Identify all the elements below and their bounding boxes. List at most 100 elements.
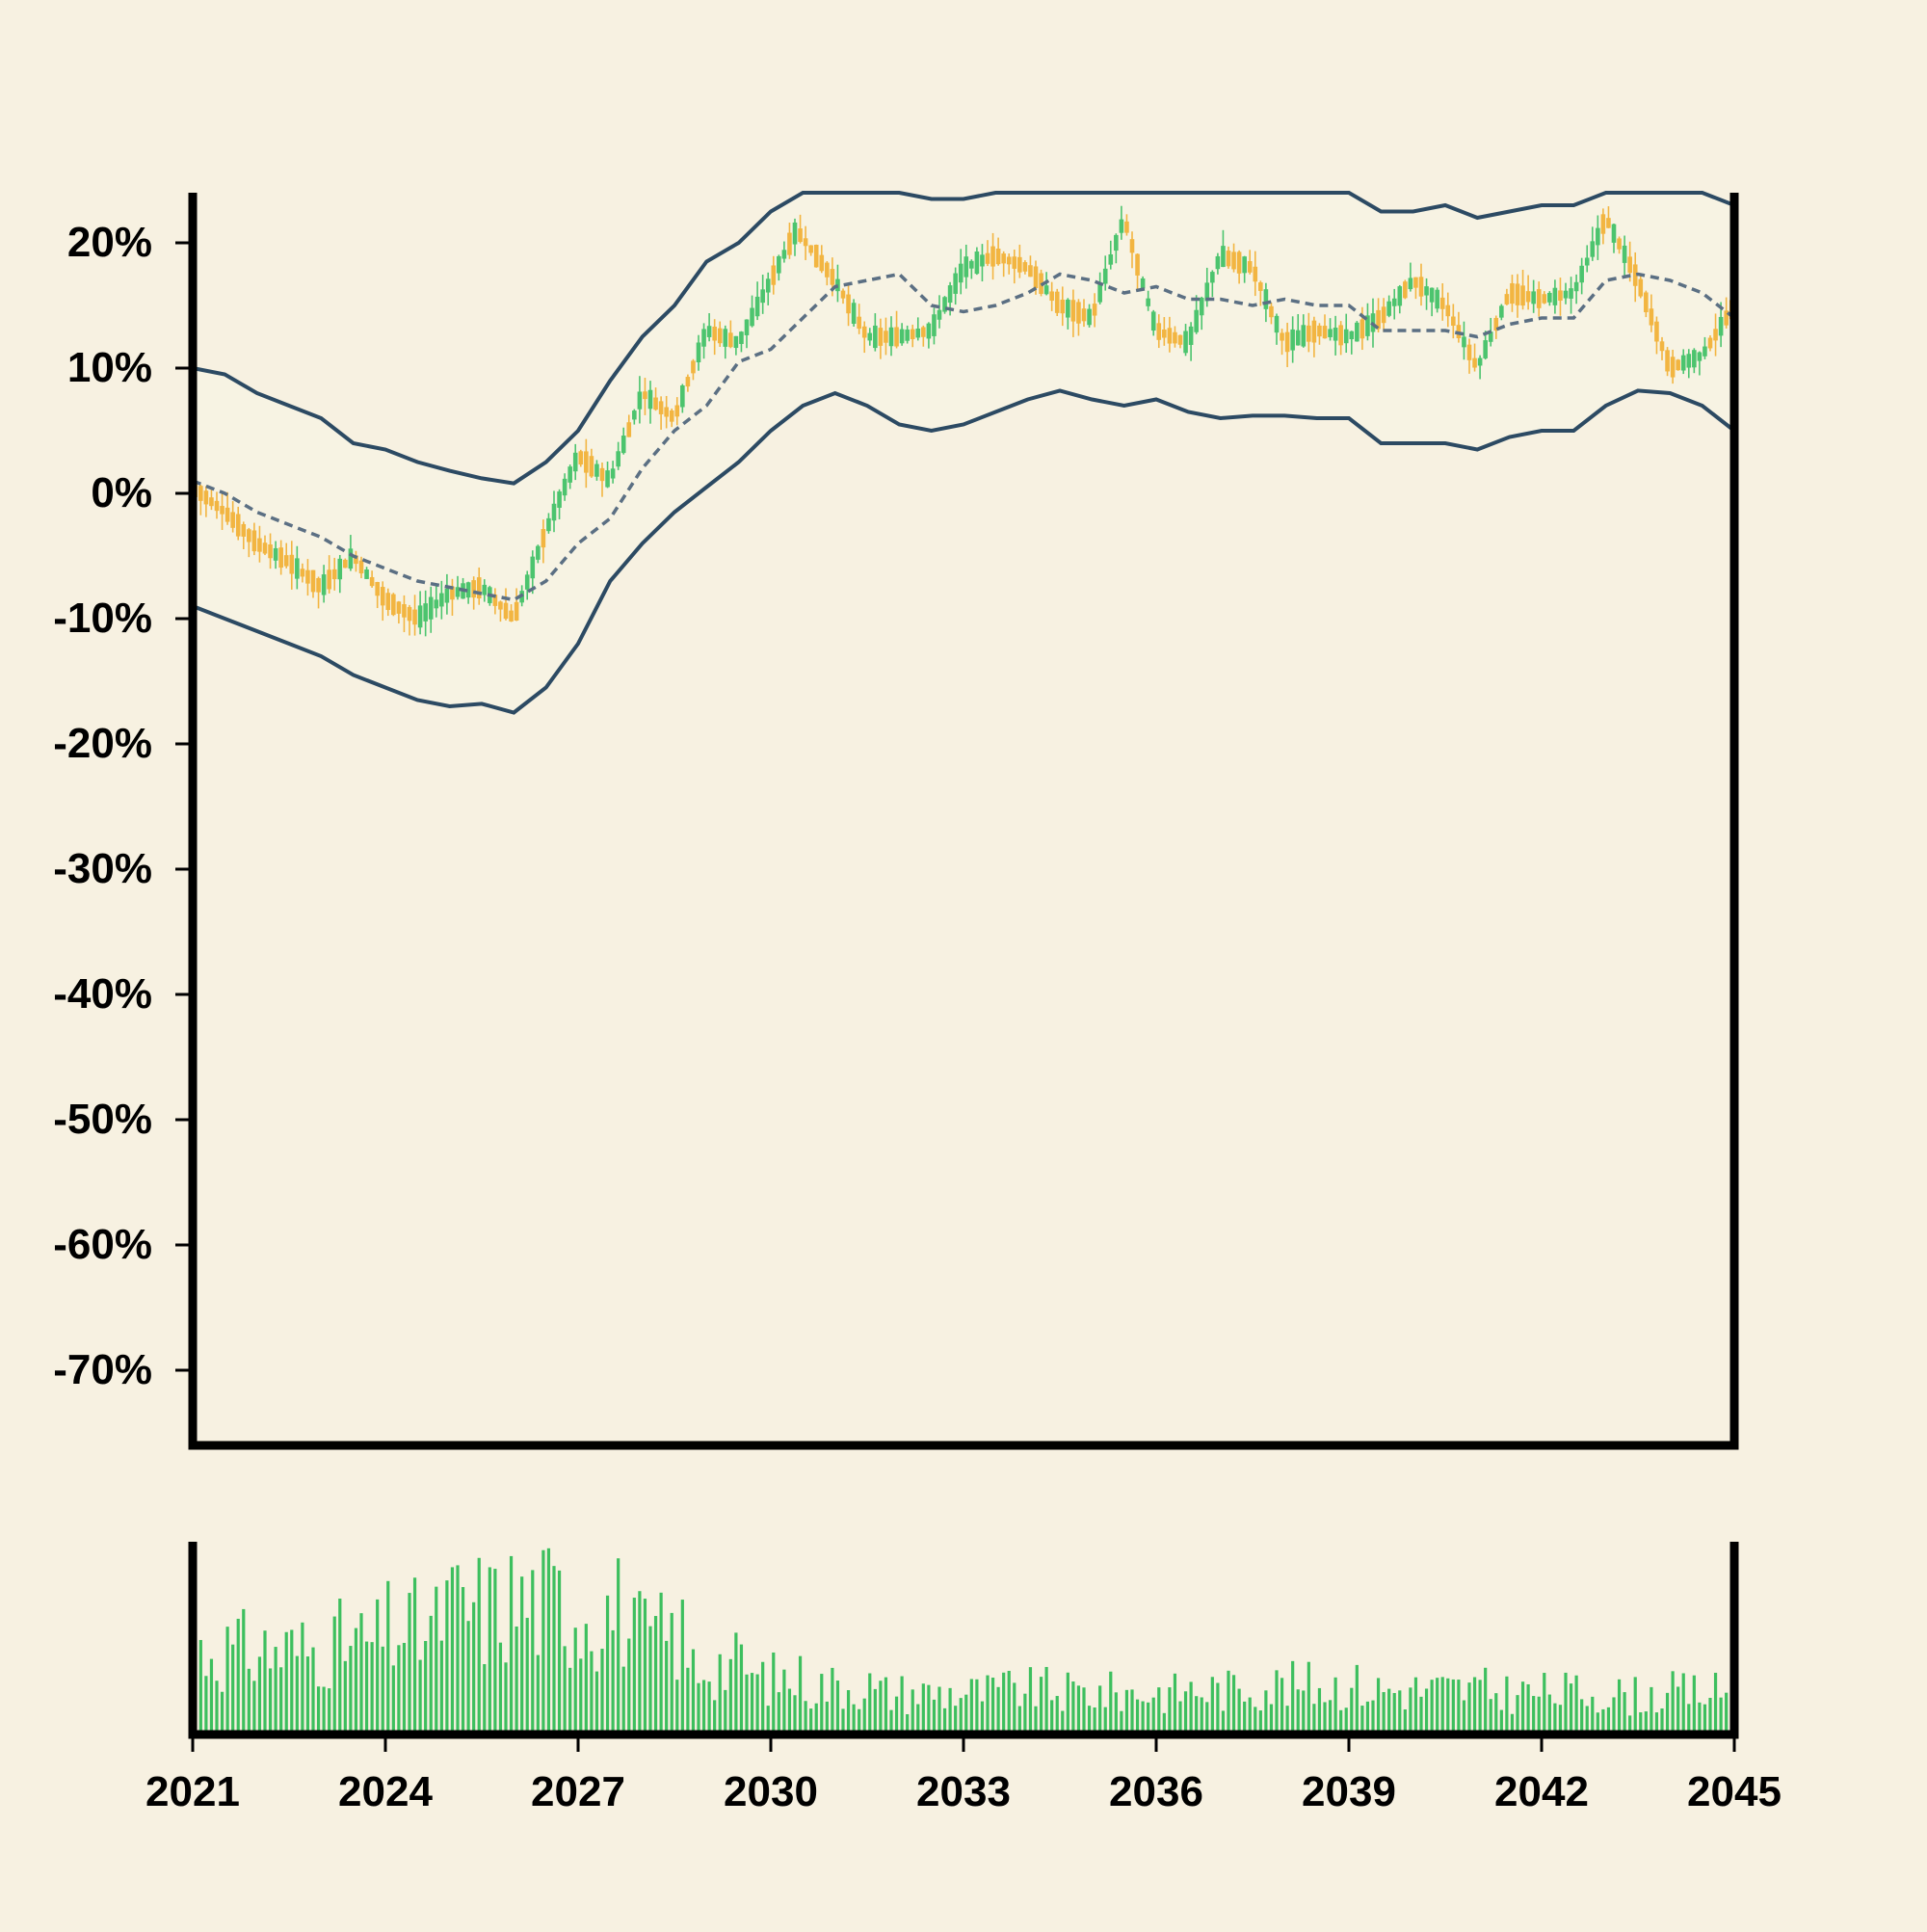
candle-body — [899, 329, 905, 344]
y-tick-label: -30% — [53, 845, 152, 892]
candle-body — [969, 260, 974, 269]
candle-body — [1253, 266, 1258, 282]
volume-bar — [1698, 1702, 1702, 1734]
volume-bar — [820, 1674, 824, 1734]
volume-bar — [1596, 1712, 1599, 1734]
volume-bar — [617, 1558, 620, 1734]
volume-bar — [739, 1644, 744, 1734]
candle-body — [358, 560, 364, 574]
candle-body — [857, 316, 861, 330]
volume-bar — [225, 1627, 229, 1734]
candle-body — [455, 587, 461, 597]
candle-body — [1012, 256, 1017, 269]
candle-body — [1349, 331, 1355, 340]
volume-bar — [1499, 1709, 1503, 1734]
candle-body — [1493, 317, 1499, 331]
candle-body — [348, 548, 354, 569]
upper-band-line — [192, 191, 1735, 486]
candle-body — [1135, 253, 1140, 276]
volume-bar — [594, 1671, 599, 1734]
y-tick-label: -20% — [53, 720, 152, 767]
candle-body — [599, 467, 605, 482]
candle-body — [1606, 218, 1611, 228]
volume-bar — [1210, 1677, 1214, 1734]
volume-bar — [1585, 1706, 1589, 1734]
volume-bar — [466, 1621, 470, 1734]
candle-body — [873, 325, 878, 349]
candle-body — [1066, 299, 1070, 318]
volume-bar — [204, 1676, 208, 1734]
volume-bar — [418, 1659, 422, 1734]
volume-bar — [1436, 1678, 1439, 1734]
x-tick-label: 2030 — [724, 1768, 818, 1815]
volume-bar — [1258, 1710, 1262, 1734]
candle-body — [728, 332, 733, 348]
candle-body — [1097, 283, 1102, 303]
candle-body — [536, 545, 541, 560]
volume-bar — [1558, 1705, 1563, 1734]
volume-bar — [980, 1701, 985, 1734]
candle-body — [771, 265, 777, 285]
volume-bar — [686, 1667, 690, 1734]
volume-bar — [1553, 1703, 1557, 1734]
candle-body — [1531, 291, 1536, 304]
volume-bar — [1307, 1661, 1310, 1734]
volume-bar — [670, 1612, 673, 1734]
candle-body — [305, 569, 310, 584]
volume-bar — [1076, 1685, 1081, 1734]
candle-body — [1536, 289, 1542, 308]
volume-bar — [1671, 1671, 1675, 1734]
candle-body — [867, 332, 873, 341]
candle-body — [905, 330, 910, 341]
candle-body — [878, 328, 884, 346]
volume-bar — [841, 1708, 845, 1734]
volume-bar — [215, 1681, 219, 1734]
candle-body — [1418, 277, 1424, 297]
volume-bar — [504, 1662, 508, 1734]
volume-bar — [525, 1617, 529, 1734]
volume-bar — [1231, 1675, 1236, 1734]
volume-bar — [1221, 1710, 1226, 1734]
candle-body — [1435, 289, 1439, 309]
candle-body — [1718, 316, 1724, 336]
volume-bar — [1147, 1702, 1150, 1734]
candle-body — [643, 391, 647, 400]
volume-bar — [1478, 1680, 1482, 1734]
volume-bar — [750, 1673, 754, 1734]
candle-body — [1199, 297, 1204, 316]
volume-bar — [1254, 1707, 1257, 1734]
candle-body — [476, 577, 482, 599]
volume-bar — [590, 1651, 594, 1734]
volume-bar — [546, 1548, 551, 1734]
volume-bar — [429, 1615, 433, 1734]
candle-body — [1632, 264, 1638, 286]
candle-body — [1665, 350, 1670, 372]
volume-bar — [1719, 1697, 1723, 1734]
volume-bar — [990, 1678, 995, 1734]
volume-bar — [568, 1667, 572, 1734]
volume-bar — [787, 1688, 792, 1734]
candle-body — [744, 319, 750, 335]
candle-body — [1269, 305, 1274, 318]
volume-bar — [1398, 1690, 1402, 1734]
candle-body — [1173, 331, 1177, 344]
volume-bar — [1403, 1709, 1407, 1734]
volume-bar — [691, 1649, 696, 1734]
candle-body — [647, 389, 653, 410]
candle-body — [1242, 256, 1247, 274]
candle-body — [637, 391, 643, 410]
volume-bar — [724, 1689, 727, 1734]
volume-bar — [1537, 1696, 1541, 1734]
volume-bar — [1617, 1679, 1622, 1734]
volume-bar — [884, 1677, 888, 1734]
candle-body — [1445, 304, 1451, 317]
y-tick-label: -40% — [53, 970, 152, 1018]
y-tick-label: 20% — [67, 219, 152, 266]
candle-body — [273, 547, 278, 561]
candle-body — [760, 289, 765, 304]
volume-bar — [236, 1618, 240, 1734]
candle-body — [1680, 355, 1686, 371]
volume-bar — [766, 1706, 770, 1734]
volume-bar — [1409, 1687, 1412, 1734]
candle-body — [1280, 332, 1284, 341]
